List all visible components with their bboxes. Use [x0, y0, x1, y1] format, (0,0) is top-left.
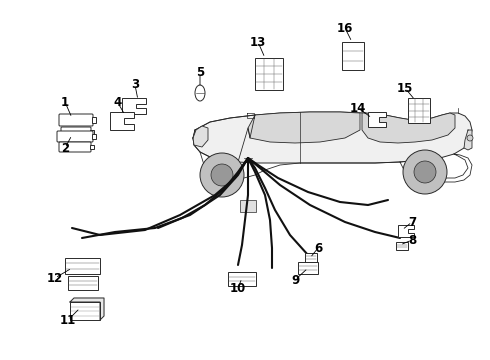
Text: 10: 10 — [230, 282, 246, 294]
Polygon shape — [464, 130, 472, 150]
Polygon shape — [122, 98, 146, 114]
Polygon shape — [110, 112, 134, 130]
Circle shape — [211, 164, 233, 186]
Text: 1: 1 — [61, 95, 69, 108]
Bar — [90, 145, 94, 149]
Polygon shape — [362, 113, 455, 143]
Text: 12: 12 — [47, 271, 63, 284]
FancyBboxPatch shape — [57, 131, 93, 142]
Text: 8: 8 — [408, 234, 416, 247]
FancyBboxPatch shape — [59, 114, 93, 126]
Bar — [408, 98, 430, 123]
Circle shape — [467, 135, 473, 141]
Polygon shape — [193, 126, 208, 147]
Polygon shape — [70, 298, 104, 320]
Text: 6: 6 — [314, 242, 322, 255]
Bar — [240, 200, 256, 212]
Bar — [305, 253, 317, 262]
Text: 9: 9 — [291, 274, 299, 287]
Bar — [92, 134, 96, 139]
Text: 5: 5 — [196, 67, 204, 80]
FancyBboxPatch shape — [59, 142, 91, 152]
Polygon shape — [193, 112, 472, 163]
Text: 7: 7 — [408, 216, 416, 229]
Circle shape — [403, 150, 447, 194]
Polygon shape — [368, 112, 386, 127]
Ellipse shape — [195, 85, 205, 101]
Text: 4: 4 — [114, 96, 122, 109]
Circle shape — [414, 161, 436, 183]
Bar — [90, 130, 94, 134]
Bar — [342, 42, 364, 70]
Bar — [255, 58, 283, 90]
Text: 14: 14 — [350, 102, 366, 114]
Bar — [68, 276, 98, 290]
Bar — [65, 258, 100, 274]
Bar — [298, 262, 318, 274]
Text: 2: 2 — [61, 141, 69, 154]
Text: 13: 13 — [250, 36, 266, 49]
Text: 15: 15 — [397, 81, 413, 94]
Polygon shape — [248, 112, 360, 143]
Bar — [92, 117, 96, 123]
Bar — [228, 272, 256, 286]
Text: 16: 16 — [337, 22, 353, 35]
Polygon shape — [398, 225, 414, 237]
FancyBboxPatch shape — [61, 127, 91, 137]
Text: 3: 3 — [131, 78, 139, 91]
Text: 11: 11 — [60, 314, 76, 327]
Circle shape — [200, 153, 244, 197]
Bar — [70, 302, 100, 320]
Bar — [396, 242, 408, 250]
